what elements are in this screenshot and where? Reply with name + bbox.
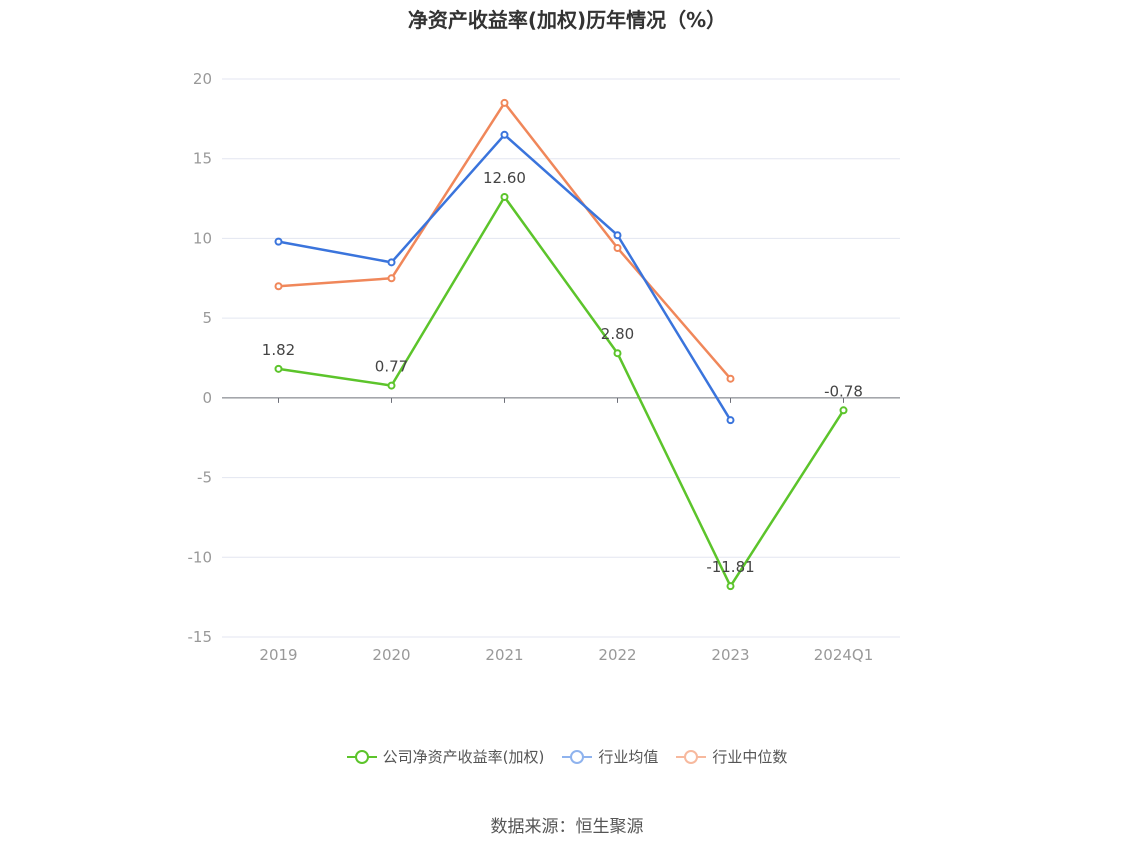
source-note: 数据来源：恒生聚源: [490, 817, 644, 837]
data-point: [613, 243, 622, 252]
y-tick-label: -10: [188, 548, 213, 566]
data-label: 2.80: [601, 325, 634, 343]
data-label: -0.78: [824, 382, 863, 400]
axes: 20 15 10 5 0 -5 -10 -15 2019 2020 2021 2022 2023 2024…: [188, 70, 900, 664]
series: [274, 98, 848, 591]
data-point: [726, 374, 735, 383]
data-label: 12.60: [483, 169, 526, 187]
series-line-2: [278, 101, 732, 380]
x-tick-label: 2022: [598, 646, 636, 664]
y-tick-label: 0: [202, 389, 212, 407]
data-point: [726, 416, 735, 425]
data-point: [387, 274, 396, 283]
data-point: [274, 282, 283, 291]
data-point: [387, 258, 396, 267]
x-tick-label: 2020: [372, 646, 410, 664]
data-point: [387, 381, 396, 390]
data-label: 0.77: [375, 358, 408, 376]
legend-item-industry-median[interactable]: 行业中位数: [676, 746, 787, 767]
legend-marker-icon: [676, 749, 707, 765]
legend-item-industry-mean[interactable]: 行业均值: [562, 746, 658, 767]
x-tick-label: 2024Q1: [814, 646, 874, 664]
legend: 公司净资产收益率(加权) 行业均值 行业中位数: [0, 746, 1134, 767]
data-point: [500, 192, 509, 201]
y-tick-label: -15: [188, 628, 213, 646]
data-label: -11.81: [706, 558, 754, 576]
legend-label: 行业中位数: [712, 748, 788, 766]
data-point: [613, 349, 622, 358]
x-tick-label: 2021: [485, 646, 523, 664]
x-tick-label: 2023: [711, 646, 749, 664]
x-tick-label: 2019: [259, 646, 297, 664]
chart-title: 净资产收益率(加权)历年情况（%）: [407, 8, 727, 32]
data-point: [274, 237, 283, 246]
data-point: [274, 364, 283, 373]
series-line-0: [278, 195, 845, 588]
data-point: [726, 582, 735, 591]
data-point: [500, 130, 509, 139]
y-tick-label: -5: [197, 469, 212, 487]
legend-label: 行业均值: [598, 748, 659, 766]
y-tick-label: 15: [193, 150, 212, 168]
y-tick-label: 10: [193, 229, 212, 247]
data-label: 1.82: [262, 341, 295, 359]
data-point: [613, 231, 622, 240]
y-tick-label: 20: [193, 70, 212, 88]
grid: [222, 78, 900, 638]
data-point: [500, 98, 509, 107]
y-tick-label: 5: [202, 309, 212, 327]
legend-label: 公司净资产收益率(加权): [382, 748, 545, 766]
data-labels: 1.82 0.77 12.60 2.80 -11.81 -0.78: [262, 169, 863, 576]
legend-marker-icon: [562, 749, 593, 765]
data-point: [839, 406, 848, 415]
legend-item-company[interactable]: 公司净资产收益率(加权): [346, 746, 545, 767]
legend-marker-icon: [346, 749, 377, 765]
